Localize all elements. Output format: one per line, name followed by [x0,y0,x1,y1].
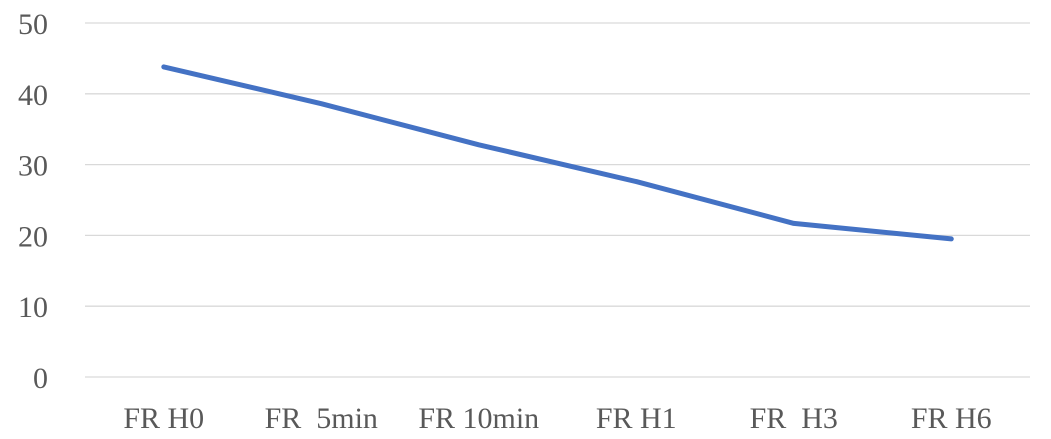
y-axis-tick-labels: 0 10 20 30 40 50 [18,8,48,395]
y-tick-label: 40 [18,79,48,112]
x-tick-label: FR H1 [596,402,677,435]
x-tick-label: FR 5min [265,402,378,435]
x-tick-label: FR H3 [750,402,838,435]
x-tick-label: FR H0 [123,402,204,435]
y-tick-label: 30 [18,150,48,183]
x-tick-label: FR 10min [418,402,539,435]
y-tick-label: 50 [18,8,48,41]
x-axis-tick-labels: FR H0 FR 5min FR 10min FR H1 FR H3 FR H6 [123,402,991,435]
series-group [161,64,954,242]
y-tick-label: 10 [18,291,48,324]
y-tick-label: 20 [18,220,48,253]
x-tick-label: FR H6 [911,402,992,435]
y-tick-label: 0 [33,362,48,395]
series-line [161,64,954,242]
gridlines [85,22,1030,378]
